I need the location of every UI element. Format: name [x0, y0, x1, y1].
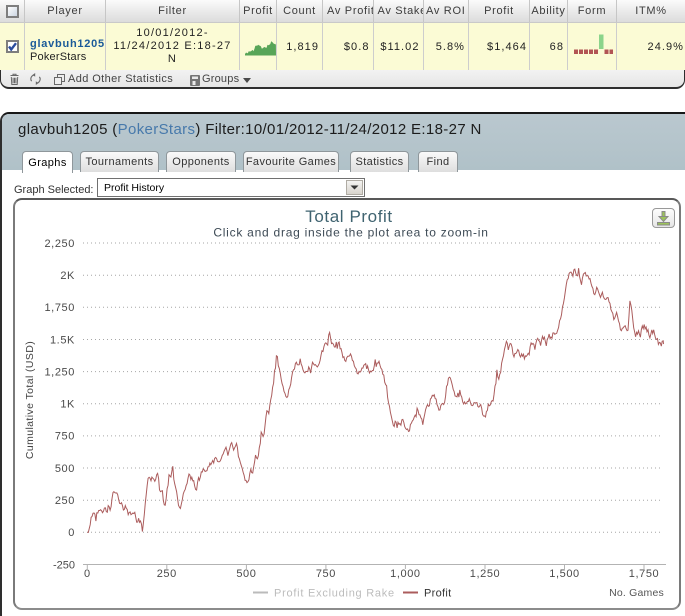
svg-text:0: 0 [68, 527, 75, 539]
svg-text:1,250: 1,250 [44, 366, 75, 378]
svg-text:Click and drag inside the plot: Click and drag inside the plot area to z… [213, 226, 488, 240]
svg-text:250: 250 [55, 495, 75, 507]
svg-text:2K: 2K [60, 270, 75, 282]
svg-text:500: 500 [55, 463, 75, 475]
svg-text:-250: -250 [53, 559, 75, 571]
svg-text:Cumulative Total (USD): Cumulative Total (USD) [24, 341, 36, 459]
svg-text:1,500: 1,500 [549, 568, 580, 580]
svg-text:1,250: 1,250 [470, 568, 501, 580]
svg-text:500: 500 [236, 568, 256, 580]
svg-text:Profit: Profit [424, 588, 451, 600]
svg-text:1K: 1K [60, 399, 75, 411]
svg-text:750: 750 [55, 431, 75, 443]
svg-text:1,000: 1,000 [390, 568, 421, 580]
svg-text:750: 750 [316, 568, 336, 580]
svg-text:No. Games: No. Games [609, 587, 664, 599]
svg-text:0: 0 [84, 568, 91, 580]
svg-text:250: 250 [157, 568, 177, 580]
svg-text:Profit Excluding Rake: Profit Excluding Rake [274, 588, 395, 600]
svg-text:1,750: 1,750 [629, 568, 660, 580]
svg-text:1,750: 1,750 [44, 302, 75, 314]
svg-text:2,250: 2,250 [44, 238, 75, 250]
svg-text:1.5K: 1.5K [50, 334, 75, 346]
svg-text:Total Profit: Total Profit [305, 207, 393, 226]
